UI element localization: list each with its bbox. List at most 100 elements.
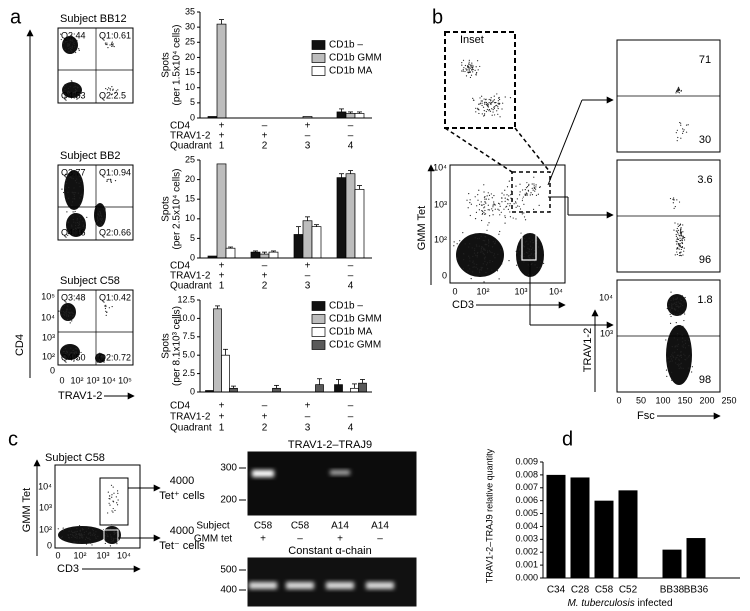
event-dot [75,86,77,88]
event-dot [76,537,78,539]
event-dot [108,495,111,497]
event-dot [532,241,534,244]
x-tick-label: 100 [655,395,670,405]
event-dot [483,98,485,100]
event-dot [78,525,81,527]
event-dot [491,208,493,210]
event-dot [477,69,479,71]
event-dot [678,359,680,361]
event-dot [468,71,470,74]
event-dot [74,83,76,86]
event-dot [682,367,684,369]
event-dot [521,213,523,215]
event-dot [676,227,678,230]
event-dot [529,245,532,247]
bar [311,226,322,259]
event-dot [462,267,465,270]
event-dot [481,219,483,222]
gel-band [252,470,274,477]
event-dot [528,249,530,251]
event-dot [97,213,99,216]
event-dot [62,527,64,529]
event-dot [484,198,486,200]
event-dot [500,211,502,213]
event-dot [486,229,488,231]
event-dot [488,242,490,244]
event-dot [472,255,474,257]
event-dot [84,538,87,540]
event-dot [116,504,119,506]
event-dot [71,226,73,228]
event-dot [529,241,531,243]
event-dot [81,527,83,530]
event-dot [677,238,680,240]
event-dot [113,492,115,494]
event-dot [481,245,483,248]
sort-cells: Tet⁻ cells [159,540,205,552]
y-tick-label: 0.000 [515,572,538,582]
event-dot [74,88,77,90]
bar [354,189,365,259]
event-dot [509,211,511,213]
event-dot [69,322,71,324]
zoom-line [514,127,551,173]
event-dot [93,534,96,536]
legend-swatch [311,301,326,311]
event-dot [116,502,118,504]
event-dot [93,532,95,534]
event-dot [495,104,497,107]
event-dot [490,193,492,195]
event-dot [90,534,92,536]
event-dot [473,263,475,265]
event-dot [676,237,679,239]
event-dot [483,207,485,209]
event-dot [493,255,495,257]
event-dot [453,245,455,247]
bar [358,382,367,393]
event-dot [68,537,70,539]
event-dot [106,534,108,536]
event-dot [682,325,684,327]
y-tick-label: 0.006 [515,495,538,505]
event-dot [67,306,69,308]
event-dot [492,101,494,103]
y-tick-label: 10⁴ [41,312,55,322]
legend-label: CD1b – [329,301,363,312]
bar [618,490,638,578]
event-dot [498,103,500,105]
event-dot [67,197,70,199]
event-dot [675,357,677,359]
bar [216,23,227,119]
event-dot [515,185,517,187]
event-dot [69,42,71,44]
event-dot [99,355,101,357]
event-dot [78,533,80,536]
x-tick-label: 4 [348,423,354,434]
event-dot [677,225,679,227]
event-dot [478,203,481,205]
event-dot [86,536,88,538]
event-dot [481,213,483,215]
sort-count: 4000 [170,525,194,537]
event-dot [478,189,480,191]
event-dot [112,511,114,513]
event-dot [105,310,107,312]
event-dot [681,334,683,336]
event-dot [73,531,75,534]
event-dot [505,206,507,208]
event-dot [680,351,682,353]
event-dot [675,230,677,232]
y-tick-label: 5.0 [182,350,195,360]
event-dot [676,241,678,243]
event-dot [680,248,682,251]
event-dot [106,180,108,183]
axis-title: GMM Tet [21,488,33,532]
event-dot [538,204,540,207]
event-dot [67,344,69,346]
x-tick-label: BB38 [660,585,685,596]
event-dot [676,356,678,359]
event-dot [518,249,520,251]
event-dot [79,175,81,178]
event-dot [100,214,102,217]
event-dot [101,355,103,357]
